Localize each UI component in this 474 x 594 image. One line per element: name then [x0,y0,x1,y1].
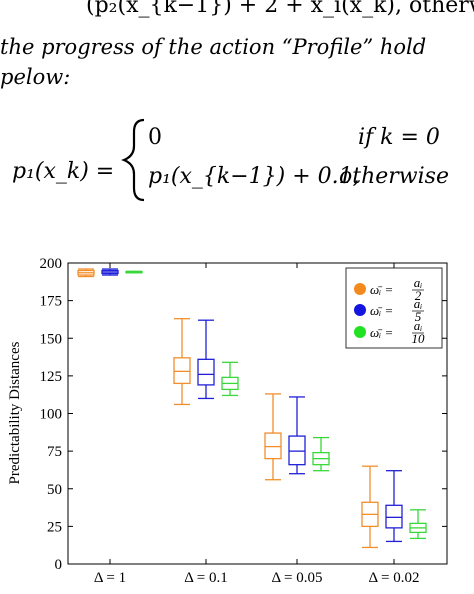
y-axis-label: Predictability Distances [7,341,23,484]
x-axis-ticks: Δ = 1 Δ = 0.1 Δ = 0.05 Δ = 0.02 [94,263,420,586]
y-tick-label: 0 [55,557,63,573]
box-body [173,357,191,385]
legend-marker [354,283,366,295]
case-2-expression: p₁(x_{k−1}) + 0.1, [148,164,360,189]
legend-marker [354,326,366,338]
x-tick-label: Δ = 0.05 [271,570,322,586]
legend-label: ω̄ᵢ = [370,325,393,340]
equation-lhs: p₁(x_k) = [12,159,114,184]
box-mark [409,509,427,540]
legend-fraction-numerator: aᵢ [414,318,423,333]
box-series-group [77,268,427,549]
box-mark [385,470,403,543]
box-mark [173,318,191,406]
y-tick-label: 75 [47,444,62,460]
legend-label: ω̄ᵢ = [370,282,393,297]
case-1-condition: if k = 0 [358,125,440,150]
box-mark [125,270,143,274]
legend-label: ω̄ᵢ = [370,303,393,318]
box-body [264,432,282,460]
box-series [77,268,379,549]
box-mark [361,465,379,549]
box-mark [77,268,95,278]
y-tick-label: 200 [40,256,63,272]
x-tick-label: Δ = 1 [94,570,126,586]
y-tick-label: 25 [47,519,62,535]
curly-brace [121,118,145,202]
case-1-expression: 0 [148,125,162,150]
x-tick-label: Δ = 0.1 [184,570,228,586]
y-tick-label: 150 [40,331,63,347]
box-body [288,435,306,466]
legend-fraction-numerator: aᵢ [414,275,423,290]
legend-fraction-numerator: aᵢ [414,296,423,311]
box-plot-figure: Predictability Distances 025507510012515… [7,256,448,586]
box-body [197,358,215,386]
y-tick-label: 175 [40,294,63,310]
box-mark [264,393,282,481]
case-2-condition: otherwise [339,164,449,189]
intro-line-2: pelow: [0,65,70,89]
legend-fraction-denominator: 10 [412,331,426,346]
y-tick-label: 50 [47,482,62,498]
box-series [101,268,403,543]
box-mark [288,396,306,475]
legend-fraction-denominator: 5 [415,309,422,324]
y-tick-label: 125 [40,369,63,385]
cut-formula-line: (p₂(x_{k−1}) + 2 + x_i(x_k), otherwise [86,0,474,18]
legend-marker [354,304,366,316]
box-mark [101,268,119,276]
y-tick-label: 100 [40,407,63,423]
piecewise-equation: p₁(x_k) = 0 if k = 0 p₁(x_{k−1}) + 0.1, … [12,118,449,202]
paper-excerpt: (p₂(x_{k−1}) + 2 + x_i(x_k), otherwise t… [0,0,474,202]
intro-line-1: the progress of the action “Profile” hol… [0,35,426,59]
legend-item: ω̄ᵢ = aᵢ2 [354,275,424,303]
legend-item: ω̄ᵢ = aᵢ5 [354,296,424,324]
x-tick-label: Δ = 0.02 [368,570,419,586]
box-body [385,504,403,529]
box-mark [221,361,239,397]
legend-fraction-denominator: 2 [415,288,422,303]
box-series [125,270,427,540]
box-mark [197,319,215,400]
box-mark [312,436,330,472]
